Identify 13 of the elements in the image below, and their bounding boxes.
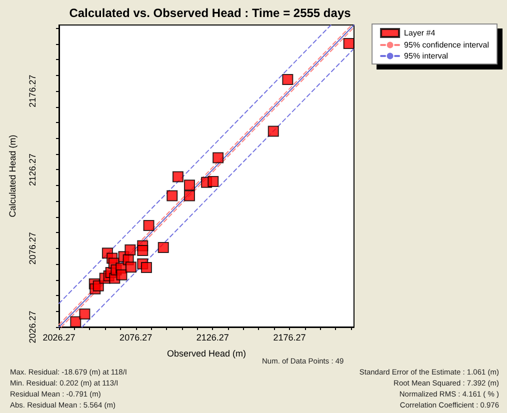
x-axis-title: Observed Head (m) [166,348,246,358]
x-tick-label: 2076.27 [120,332,152,342]
y-tick-label: 2076.27 [28,232,38,265]
x-tick-label: 2026.27 [42,332,76,342]
chart-title: Calculated vs. Observed Head : Time = 2555 days [69,6,352,20]
y-tick-label: 2126.27 [28,153,38,186]
x-tick-label: 2126.27 [196,332,229,342]
y-tick-label: 2176.27 [28,74,38,108]
legend-label: 95% confidence interval [404,40,490,50]
legend-label: Layer #4 [404,28,436,38]
legend-label: 95% interval [404,52,448,60]
y-axis-title: Calculated Head (m) [8,134,18,218]
x-tick-label: 2176.27 [273,332,306,342]
